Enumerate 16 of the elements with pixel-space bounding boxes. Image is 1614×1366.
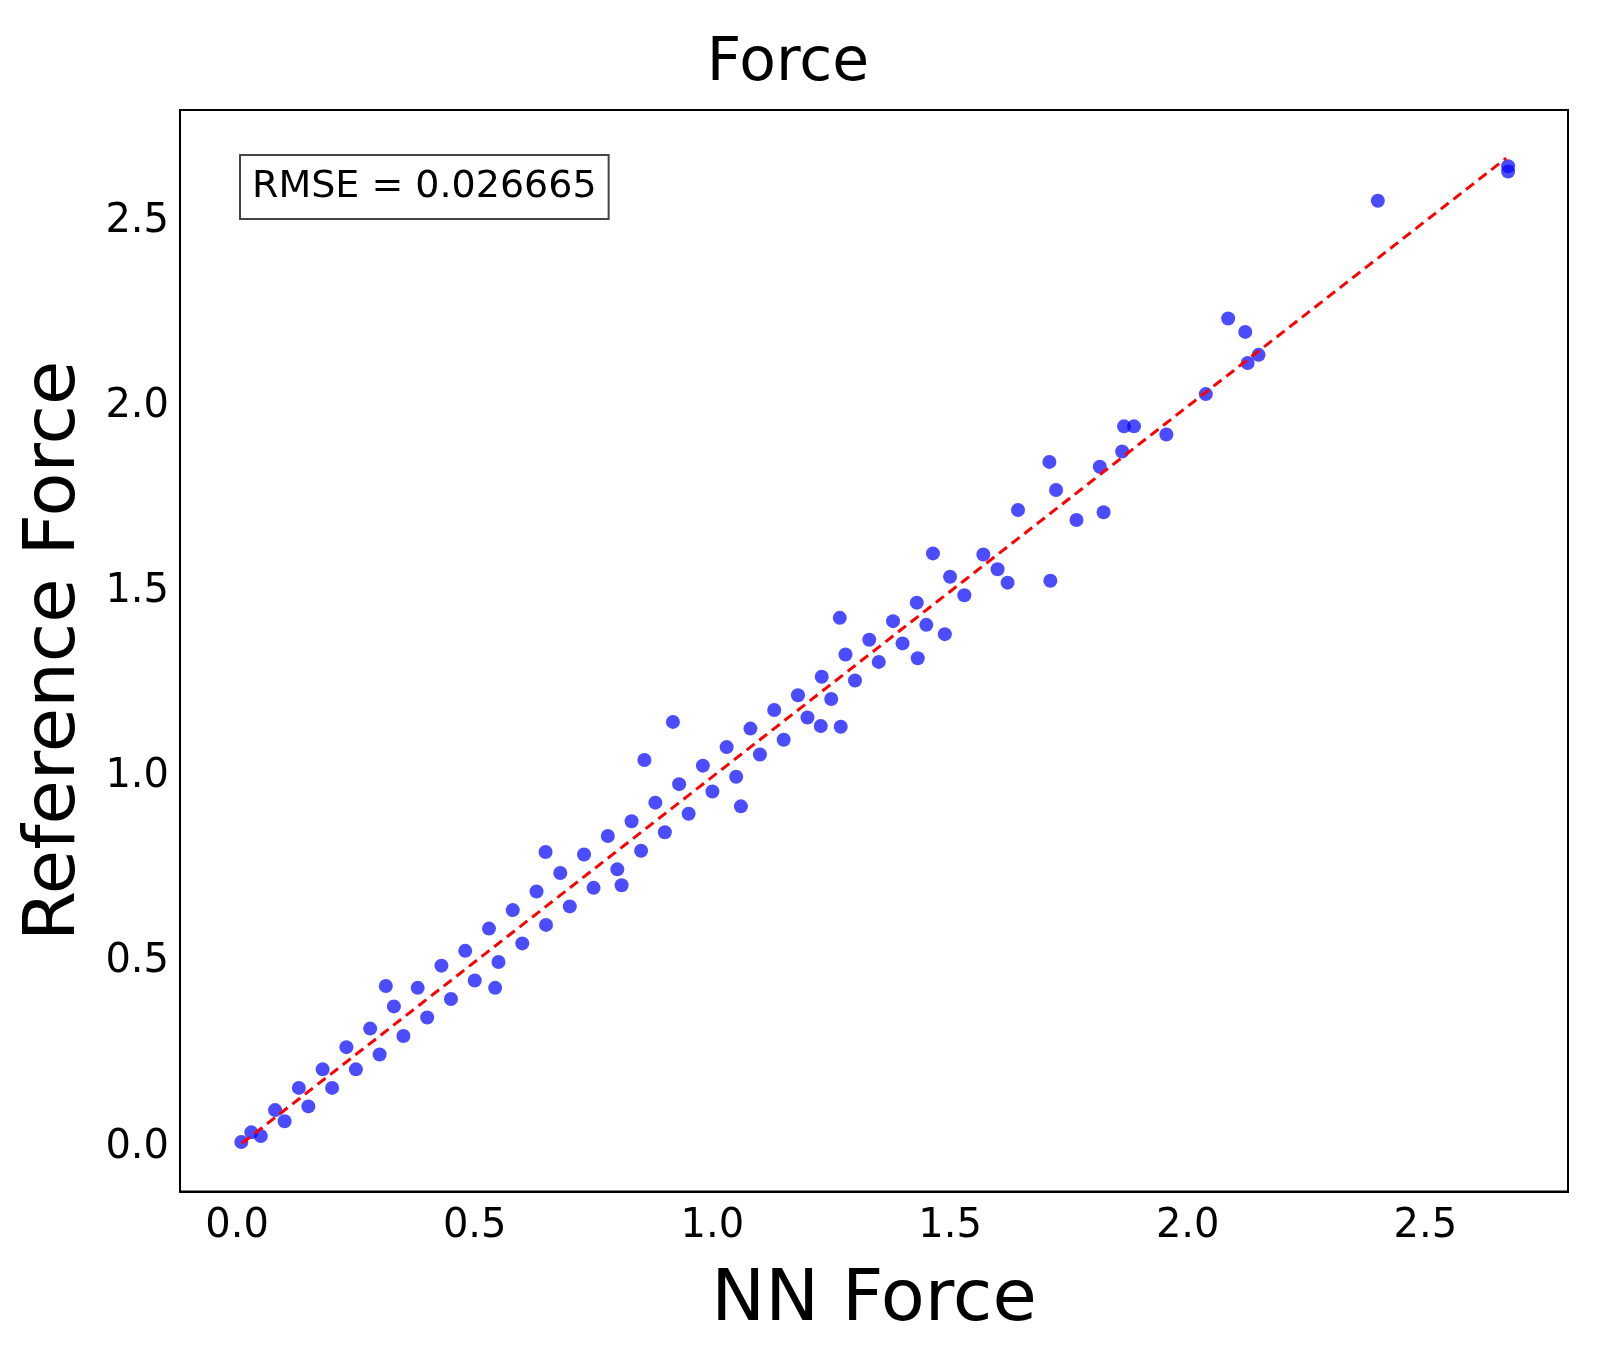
y-tick-label: 1.0 bbox=[105, 750, 170, 797]
y-tick-label: 2.5 bbox=[105, 194, 170, 241]
y-tick-label: 0.0 bbox=[105, 1120, 170, 1167]
x-axis-title: NN Force bbox=[711, 1252, 1037, 1337]
y-tick-label: 2.0 bbox=[105, 379, 170, 426]
annotation: RMSE = 0.026665 bbox=[252, 161, 597, 206]
x-tick-label: 2.0 bbox=[1155, 1199, 1220, 1246]
y-tick-label: 1.5 bbox=[105, 564, 170, 611]
chart-title: Force bbox=[706, 23, 870, 94]
x-tick-label: 2.5 bbox=[1393, 1199, 1458, 1246]
x-tick-label: 0.5 bbox=[442, 1199, 507, 1246]
x-tick-label: 1.5 bbox=[918, 1199, 982, 1246]
x-tick-label: 1.0 bbox=[680, 1199, 745, 1246]
y-tick-label: 0.5 bbox=[105, 935, 170, 982]
x-tick-label: 0.0 bbox=[205, 1199, 269, 1246]
y-axis-title: Reference Force bbox=[6, 360, 91, 941]
